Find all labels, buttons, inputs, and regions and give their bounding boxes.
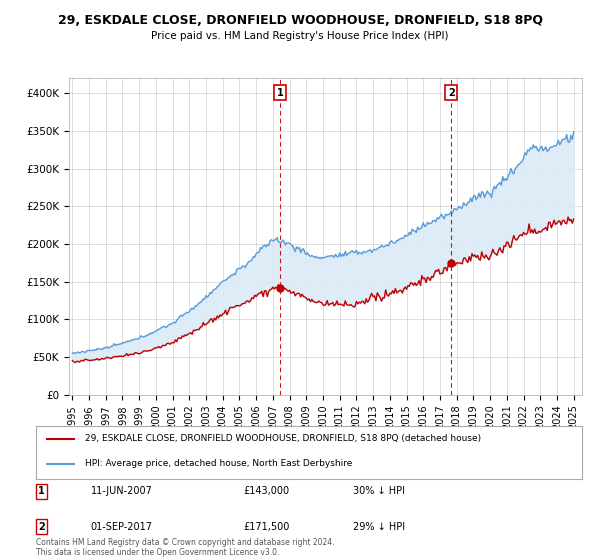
Text: Contains HM Land Registry data © Crown copyright and database right 2024.
This d: Contains HM Land Registry data © Crown c… bbox=[36, 538, 335, 557]
Text: 01-SEP-2017: 01-SEP-2017 bbox=[91, 522, 152, 531]
Text: 29, ESKDALE CLOSE, DRONFIELD WOODHOUSE, DRONFIELD, S18 8PQ: 29, ESKDALE CLOSE, DRONFIELD WOODHOUSE, … bbox=[58, 14, 542, 27]
Text: 11-JUN-2007: 11-JUN-2007 bbox=[91, 486, 152, 496]
Text: £143,000: £143,000 bbox=[244, 486, 290, 496]
Text: 29% ↓ HPI: 29% ↓ HPI bbox=[353, 522, 405, 531]
Text: 1: 1 bbox=[277, 88, 284, 98]
Text: 1: 1 bbox=[38, 486, 45, 496]
Text: 2: 2 bbox=[448, 88, 455, 98]
Text: £171,500: £171,500 bbox=[244, 522, 290, 531]
Text: HPI: Average price, detached house, North East Derbyshire: HPI: Average price, detached house, Nort… bbox=[85, 459, 353, 468]
Text: 30% ↓ HPI: 30% ↓ HPI bbox=[353, 486, 404, 496]
Text: Price paid vs. HM Land Registry's House Price Index (HPI): Price paid vs. HM Land Registry's House … bbox=[151, 31, 449, 41]
Text: 29, ESKDALE CLOSE, DRONFIELD WOODHOUSE, DRONFIELD, S18 8PQ (detached house): 29, ESKDALE CLOSE, DRONFIELD WOODHOUSE, … bbox=[85, 435, 481, 444]
Text: 2: 2 bbox=[38, 522, 45, 531]
